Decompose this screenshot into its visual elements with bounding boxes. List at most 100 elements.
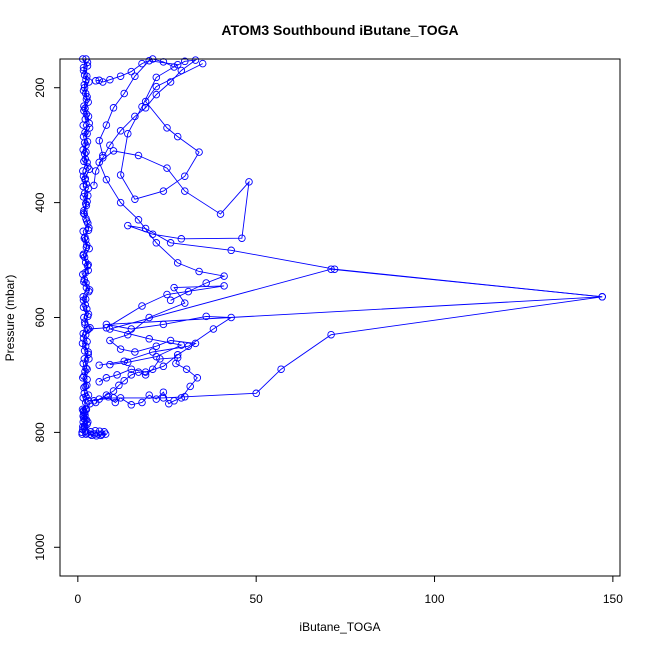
- data-point: [81, 128, 89, 137]
- data-point: [195, 267, 203, 276]
- data-point: [79, 359, 87, 368]
- y-tick-label: 800: [33, 422, 47, 442]
- data-point: [91, 398, 100, 407]
- data-point: [152, 352, 161, 361]
- data-point: [99, 154, 107, 162]
- series-line: [98, 60, 203, 200]
- data-point: [99, 151, 107, 160]
- data-point: [106, 360, 114, 369]
- data-point: [134, 151, 143, 160]
- data-point: [220, 282, 228, 290]
- data-point: [106, 336, 114, 345]
- data-point: [138, 102, 146, 111]
- data-point: [85, 119, 93, 128]
- series-line: [88, 285, 225, 383]
- data-point: [131, 195, 139, 203]
- data-point: [159, 394, 168, 402]
- data-point: [166, 336, 175, 345]
- data-point: [79, 418, 87, 426]
- data-point: [227, 313, 235, 322]
- data-point: [145, 335, 153, 343]
- data-point: [181, 57, 189, 66]
- data-point: [86, 324, 94, 332]
- data-point: [84, 325, 93, 333]
- x-tick-label: 0: [74, 592, 81, 606]
- data-point: [95, 361, 103, 369]
- data-point: [182, 365, 191, 373]
- data-point: [202, 279, 210, 287]
- data-point: [82, 110, 91, 118]
- data-point: [79, 334, 88, 342]
- data-point: [82, 75, 90, 84]
- data-point: [152, 342, 161, 350]
- data-point: [104, 393, 112, 401]
- data-point: [138, 302, 146, 310]
- data-point: [83, 420, 91, 429]
- data-point: [81, 411, 89, 419]
- data-point: [79, 270, 87, 279]
- data-point: [81, 342, 90, 350]
- data-point: [127, 401, 136, 409]
- data-point: [120, 357, 128, 365]
- data-point: [83, 62, 92, 70]
- series-line: [98, 150, 603, 366]
- data-point: [148, 230, 157, 238]
- y-axis-label: Pressure (mbar): [3, 275, 17, 362]
- data-point: [202, 312, 210, 321]
- data-point: [173, 132, 182, 141]
- data-point: [80, 318, 89, 326]
- data-point: [102, 374, 111, 382]
- data-point: [152, 73, 161, 82]
- data-point: [80, 206, 88, 215]
- data-point: [159, 388, 168, 396]
- data-point: [198, 59, 207, 68]
- data-point: [80, 234, 89, 242]
- series-6: [84, 265, 606, 405]
- data-point: [106, 325, 114, 333]
- data-point: [124, 129, 132, 138]
- data-point: [166, 296, 175, 305]
- data-point: [152, 395, 161, 403]
- series-7: [95, 56, 207, 203]
- data-point: [227, 246, 235, 255]
- data-point: [159, 320, 168, 329]
- data-point: [84, 266, 92, 275]
- data-point: [80, 355, 89, 363]
- data-point: [598, 293, 606, 301]
- data-point: [116, 72, 125, 80]
- series-2: [78, 426, 110, 440]
- data-point: [163, 164, 171, 172]
- data-point: [134, 216, 143, 224]
- y-tick-label: 200: [33, 77, 47, 97]
- data-point: [84, 397, 93, 405]
- data-point: [83, 326, 92, 334]
- data-point: [120, 376, 128, 385]
- data-point: [134, 368, 143, 376]
- data-point: [148, 365, 157, 373]
- data-point: [177, 341, 186, 349]
- y-axis: 200 400 600 800 1000: [33, 77, 61, 561]
- data-point: [92, 432, 101, 440]
- data-point: [82, 393, 90, 401]
- data-point: [159, 187, 168, 195]
- data-point: [83, 137, 92, 146]
- data-point: [109, 147, 118, 155]
- data-point: [127, 365, 136, 373]
- data-point: [81, 301, 90, 309]
- data-point: [124, 221, 132, 230]
- data-point: [102, 175, 111, 184]
- data-point: [131, 112, 139, 121]
- data-point: [152, 239, 161, 247]
- data-point: [82, 180, 91, 188]
- data-point: [184, 342, 193, 350]
- data-point: [111, 398, 120, 407]
- data-point: [116, 345, 125, 353]
- data-point: [170, 283, 178, 292]
- data-point: [131, 348, 139, 356]
- data-point: [80, 83, 89, 92]
- x-axis: 0 50 100 150: [74, 575, 623, 606]
- data-point: [81, 200, 90, 208]
- data-point: [216, 210, 225, 218]
- data-point: [81, 367, 89, 376]
